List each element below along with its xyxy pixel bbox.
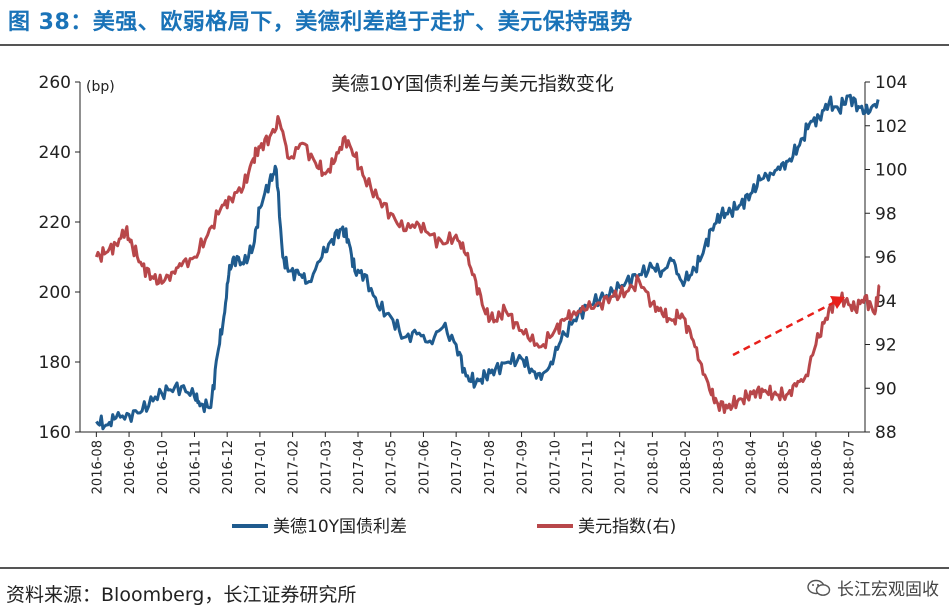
x-tick-label: 2016-09 [123, 440, 138, 494]
trend-arrow-head [830, 296, 845, 309]
top-rule [0, 44, 949, 46]
x-tick-label: 2018-03 [712, 440, 727, 494]
x-tick-label: 2017-11 [581, 440, 596, 494]
x-tick-label: 2017-06 [417, 440, 432, 494]
left-tick-label: 180 [39, 353, 71, 373]
x-tick-label: 2018-04 [745, 440, 760, 494]
x-tick-label: 2016-10 [156, 440, 171, 494]
figure-title: 图 38：美强、欧弱格局下，美德利差趋于走扩、美元保持强势 [8, 10, 633, 35]
x-tick-label: 2018-05 [777, 440, 792, 494]
left-tick-label: 260 [39, 73, 71, 93]
x-tick-label: 2017-08 [483, 440, 498, 494]
right-tick-label: 102 [875, 117, 907, 137]
watermark-text: 长江宏观固收 [837, 580, 939, 600]
watermark: 长江宏观固收 [807, 575, 939, 600]
x-tick-label: 2018-07 [843, 440, 858, 494]
x-tick-label: 2017-09 [516, 440, 531, 494]
x-tick-label: 2016-12 [221, 440, 236, 494]
x-tick-label: 2016-11 [188, 440, 203, 494]
source-note: 资料来源：Bloomberg，长江证券研究所 [6, 584, 357, 606]
x-tick-label: 2018-06 [810, 440, 825, 494]
x-tick-label: 2017-03 [319, 440, 334, 494]
right-tick-label: 88 [875, 423, 897, 443]
x-tick-label: 2017-02 [287, 440, 302, 494]
bottom-rule [0, 567, 949, 569]
left-tick-label: 240 [39, 143, 71, 163]
x-tick-label: 2017-01 [254, 440, 269, 494]
series-line-dxy [94, 115, 881, 414]
series-line-spread [95, 93, 880, 431]
right-tick-label: 92 [875, 336, 897, 356]
right-tick-label: 94 [875, 292, 897, 312]
x-tick-label: 2017-07 [450, 440, 465, 494]
x-tick-label: 2018-01 [646, 440, 661, 494]
chart-title: 美德10Y国债利差与美元指数变化 [331, 73, 614, 95]
right-tick-label: 90 [875, 379, 897, 399]
right-tick-label: 96 [875, 248, 897, 268]
trend-arrow-line [732, 299, 838, 357]
x-tick-label: 2017-12 [614, 440, 629, 494]
right-tick-label: 98 [875, 204, 897, 224]
right-tick-label: 104 [875, 73, 907, 93]
left-tick-label: 200 [39, 283, 71, 303]
x-tick-label: 2017-10 [548, 440, 563, 494]
left-tick-label: 220 [39, 213, 71, 233]
legend-label-dxy: 美元指数(右) [578, 517, 676, 537]
x-tick-label: 2018-02 [679, 440, 694, 494]
legend-label-spread: 美德10Y国债利差 [273, 517, 407, 537]
x-tick-label: 2016-08 [90, 440, 105, 494]
left-tick-label: 160 [39, 423, 71, 443]
right-tick-label: 100 [875, 161, 907, 181]
chart: 美德10Y国债利差与美元指数变化 (bp) 160 180 200 220 240 260 88… [39, 73, 908, 537]
left-unit-label: (bp) [86, 79, 115, 95]
x-tick-label: 2017-05 [385, 440, 400, 494]
wechat-icon [807, 579, 831, 596]
x-tick-label: 2017-04 [352, 440, 367, 494]
